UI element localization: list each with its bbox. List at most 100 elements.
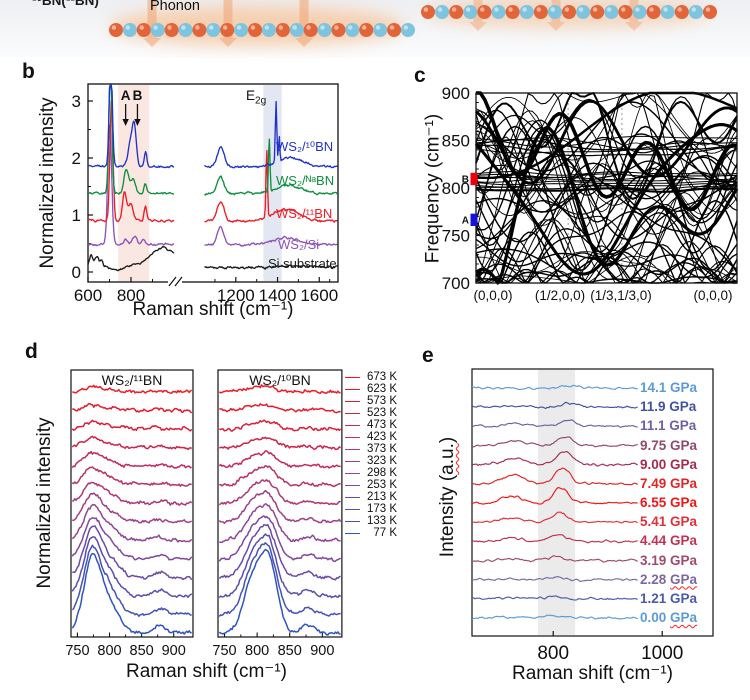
dispersion-branch: [475, 187, 738, 193]
dispersion-branch: [475, 200, 738, 284]
spectrum-curve: [471, 451, 638, 467]
atom-highlight: [691, 7, 697, 12]
dispersion-branch: [475, 119, 738, 254]
plot-frame-e: [471, 368, 714, 637]
annotation-arrowhead-icon: [134, 119, 141, 126]
atom-highlight: [564, 7, 570, 12]
dispersion-branch: [475, 173, 738, 179]
atom: [562, 5, 576, 19]
atom-highlight: [250, 25, 256, 30]
pressure-label: 5.41 GPa: [640, 514, 697, 529]
atom-highlight: [437, 7, 443, 12]
legend-item: 253 K: [345, 479, 397, 491]
legend-item: 523 K: [345, 407, 397, 419]
atom: [261, 23, 276, 37]
atom: [703, 5, 717, 19]
legend-line-icon: [345, 496, 360, 498]
dispersion-branch: [475, 125, 738, 272]
tick-label: 800: [245, 643, 269, 659]
legend-label: 323 K: [366, 455, 397, 468]
peak-annotation-label: B: [133, 88, 143, 103]
atom-highlight: [139, 25, 144, 30]
atom: [576, 5, 591, 19]
pressure-unit: GPa: [670, 475, 698, 491]
spectrum-curve: [71, 466, 192, 487]
legend-label: 473 K: [366, 419, 397, 432]
atom: [435, 5, 450, 19]
legend-label: 133 K: [366, 515, 397, 528]
atom: [178, 23, 193, 37]
dispersion-branch: [475, 244, 738, 284]
series-label: Si substrate: [268, 256, 337, 271]
atom-highlight: [292, 25, 297, 30]
legend-label: 298 K: [366, 467, 397, 480]
spectrum-curve: [204, 100, 338, 169]
atom-highlight: [195, 25, 200, 30]
atom: [421, 5, 435, 19]
axis-break-gap: [168, 279, 182, 286]
atom-highlight: [361, 25, 367, 30]
dispersion-branch: [475, 136, 738, 269]
pressure-value: 2.28: [640, 571, 671, 587]
atom-highlight: [649, 7, 654, 12]
b-xlabel: Raman shift (cm⁻¹): [132, 299, 294, 320]
atom-highlight: [264, 25, 270, 30]
atom: [109, 23, 123, 37]
tick-label: 3: [72, 92, 81, 111]
legend-label: 573 K: [366, 395, 397, 408]
spectrum-curve: [218, 533, 342, 599]
atom: [519, 5, 534, 19]
tick-label: 1: [72, 206, 81, 225]
axis-break-mark: [168, 276, 177, 287]
dispersion-branch: [475, 171, 738, 176]
pressure-label: 7.49 GPa: [640, 476, 697, 491]
dispersion-branch: [475, 192, 738, 284]
dispersion-branch: [475, 180, 738, 186]
spectrum-curve: [218, 489, 342, 524]
peak-annotation-label: A: [121, 88, 131, 103]
tick-label: 1000: [641, 643, 683, 664]
tick-label: 850: [442, 132, 470, 151]
tick-label: 1600: [300, 286, 338, 305]
phonon-label: Phonon: [150, 0, 200, 14]
mode-marker: [470, 213, 478, 226]
e-ylabel-suffix: ): [437, 436, 458, 444]
atom-highlight: [465, 7, 471, 12]
spectrum-curve: [71, 517, 193, 561]
panel-letter-d: d: [25, 340, 38, 363]
atom-highlight: [306, 25, 311, 30]
legend-label: 213 K: [366, 491, 397, 504]
mode-marker: [470, 172, 478, 186]
spectrum-curve: [204, 225, 338, 247]
spectrum-curve: [219, 419, 342, 432]
pressure-label: 6.55 GPa: [640, 495, 697, 510]
legend-line-icon: [345, 520, 360, 522]
pressure-unit: GPa: [669, 418, 697, 434]
atom-highlight: [403, 25, 409, 30]
spectrum-curve: [471, 555, 638, 563]
series-label: WS₂/ᴺᵃBN: [276, 173, 335, 188]
spectrum-curve: [471, 575, 638, 583]
legend-line-icon: [345, 388, 360, 390]
kpoint-label: (1/2,0,0): [535, 288, 585, 303]
spectrum-curve: [471, 511, 638, 524]
legend-line-icon: [345, 376, 360, 378]
plot-frame-d: [70, 369, 194, 638]
e2g-sub: 2g: [255, 95, 267, 107]
pressure-label: 3.19 GPa: [640, 553, 697, 568]
tick-label: 750: [442, 227, 470, 246]
atom-highlight: [423, 7, 429, 12]
atom-highlight: [663, 7, 668, 12]
panel-letter-c: c: [414, 64, 426, 87]
atom: [359, 23, 374, 37]
atom: [220, 23, 235, 37]
atom: [688, 5, 703, 19]
legend-line-icon: [345, 460, 360, 462]
atom: [646, 5, 661, 19]
atom-highlight: [236, 25, 242, 30]
atom: [331, 23, 346, 37]
atom-highlight: [320, 25, 325, 30]
spectrum-curve: [72, 525, 193, 581]
atom-highlight: [592, 7, 598, 12]
